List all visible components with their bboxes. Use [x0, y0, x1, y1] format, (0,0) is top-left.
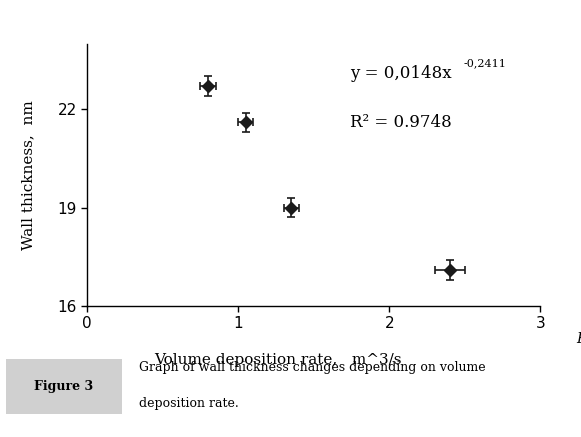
Text: Wall thickness,  nm: Wall thickness, nm	[21, 100, 35, 250]
Text: y = 0,0148x: y = 0,0148x	[350, 65, 451, 82]
Text: E-13: E-13	[576, 332, 581, 346]
Text: Graph of wall thickness changes depending on volume: Graph of wall thickness changes dependin…	[139, 361, 486, 374]
Text: Figure 3: Figure 3	[34, 380, 94, 392]
Text: -0,2411: -0,2411	[463, 58, 506, 68]
Text: R² = 0.9748: R² = 0.9748	[350, 114, 452, 132]
Text: Volume deposition rate,   m^3/s: Volume deposition rate, m^3/s	[154, 353, 401, 367]
FancyBboxPatch shape	[6, 359, 122, 414]
Text: deposition rate.: deposition rate.	[139, 397, 239, 410]
